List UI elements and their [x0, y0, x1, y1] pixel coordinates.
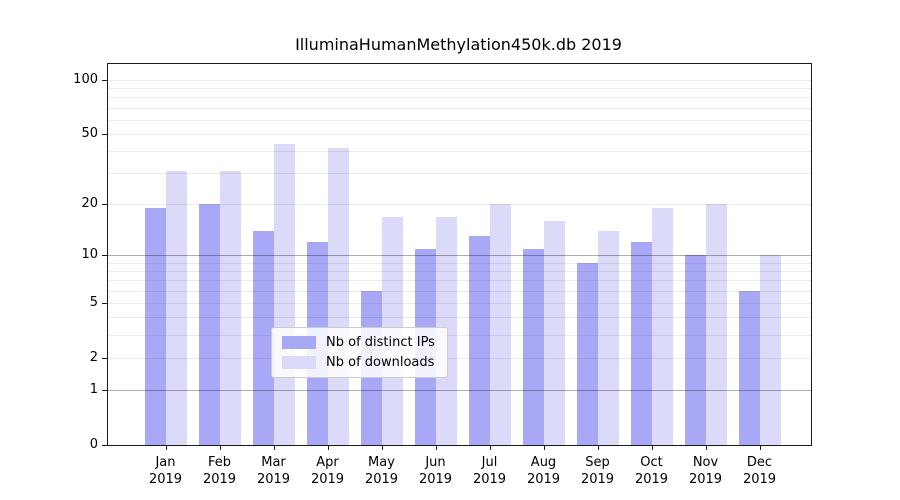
x-tick-label: Aug 2019	[526, 455, 561, 487]
bar-downloads	[165, 171, 187, 445]
x-tick-label: Jun 2019	[418, 455, 453, 487]
legend-entry: Nb of downloads	[282, 355, 435, 370]
y-tick-mark	[102, 389, 108, 391]
gridline-minor	[108, 133, 811, 135]
legend-swatch	[282, 356, 316, 369]
x-tick-mark	[597, 445, 599, 450]
x-tick-mark	[759, 445, 761, 450]
gridline-minor	[108, 173, 811, 175]
x-tick-mark	[543, 445, 545, 450]
bar-downloads	[489, 204, 511, 445]
bar-distinct-ips	[252, 230, 274, 445]
x-tick-mark	[489, 445, 491, 450]
x-tick-label: Mar 2019	[256, 455, 291, 487]
x-tick-mark	[435, 445, 437, 450]
y-tick-mark	[102, 79, 108, 81]
legend: Nb of distinct IPs Nb of downloads	[271, 327, 448, 378]
bar-downloads	[219, 171, 241, 445]
bar-downloads	[543, 221, 565, 445]
bar-distinct-ips	[522, 248, 544, 445]
y-tick-mark	[102, 444, 108, 446]
x-tick-label: Dec 2019	[742, 455, 777, 487]
gridline-minor	[108, 87, 811, 89]
y-tick-label: 100	[73, 72, 98, 88]
bar-downloads	[651, 208, 673, 445]
y-tick-mark	[102, 302, 108, 304]
y-tick-label: 10	[81, 247, 98, 263]
y-tick-mark	[102, 254, 108, 256]
bar-downloads	[327, 147, 349, 445]
bar-downloads	[273, 144, 295, 445]
y-tick-label: 0	[89, 437, 98, 452]
legend-label: Nb of downloads	[326, 355, 435, 370]
gridline-minor	[108, 119, 811, 121]
legend-swatch	[282, 336, 316, 349]
y-tick-label: 2	[89, 350, 98, 366]
bar-downloads	[705, 204, 727, 445]
y-tick-label: 50	[81, 126, 98, 142]
x-tick-mark	[165, 445, 167, 450]
bar-distinct-ips	[198, 204, 220, 445]
legend-label: Nb of distinct IPs	[326, 335, 435, 350]
y-tick-mark	[102, 133, 108, 135]
bar-distinct-ips	[684, 255, 706, 445]
bar-distinct-ips	[468, 236, 490, 445]
x-tick-label: Feb 2019	[202, 455, 237, 487]
x-tick-mark	[381, 445, 383, 450]
x-tick-mark	[705, 445, 707, 450]
bar-distinct-ips	[630, 242, 652, 445]
y-tick-mark	[102, 203, 108, 205]
plot-area: Jan 2019 Feb 2019 Mar 2019 Apr 2019 May 2019 Jun 20…	[73, 63, 812, 487]
gridline-minor	[108, 97, 811, 99]
y-tick-label: 20	[81, 196, 98, 212]
x-tick-label: Apr 2019	[310, 455, 345, 487]
gridline-minor	[108, 107, 811, 109]
x-tick-label: Jul 2019	[472, 455, 507, 487]
gridline-minor	[108, 150, 811, 152]
x-tick-label: Nov 2019	[688, 455, 723, 487]
gridline-minor	[108, 79, 811, 81]
bar-downloads	[597, 230, 619, 445]
x-tick-label: May 2019	[364, 455, 399, 487]
x-tick-label: Sep 2019	[580, 455, 615, 487]
y-tick-label: 5	[89, 295, 98, 311]
x-tick-mark	[273, 445, 275, 450]
bar-distinct-ips	[144, 208, 166, 445]
bar-downloads	[759, 255, 781, 445]
x-tick-label: Jan 2019	[148, 455, 183, 487]
x-tick-mark	[219, 445, 221, 450]
legend-entry: Nb of distinct IPs	[282, 335, 435, 350]
x-tick-mark	[327, 445, 329, 450]
y-tick-label: 1	[89, 382, 98, 398]
y-tick-mark	[102, 357, 108, 359]
bar-distinct-ips	[738, 291, 760, 445]
chart-title: IlluminaHumanMethylation450k.db 2019	[295, 35, 622, 54]
bar-distinct-ips	[576, 263, 598, 445]
x-tick-label: Oct 2019	[634, 455, 669, 487]
x-tick-mark	[651, 445, 653, 450]
